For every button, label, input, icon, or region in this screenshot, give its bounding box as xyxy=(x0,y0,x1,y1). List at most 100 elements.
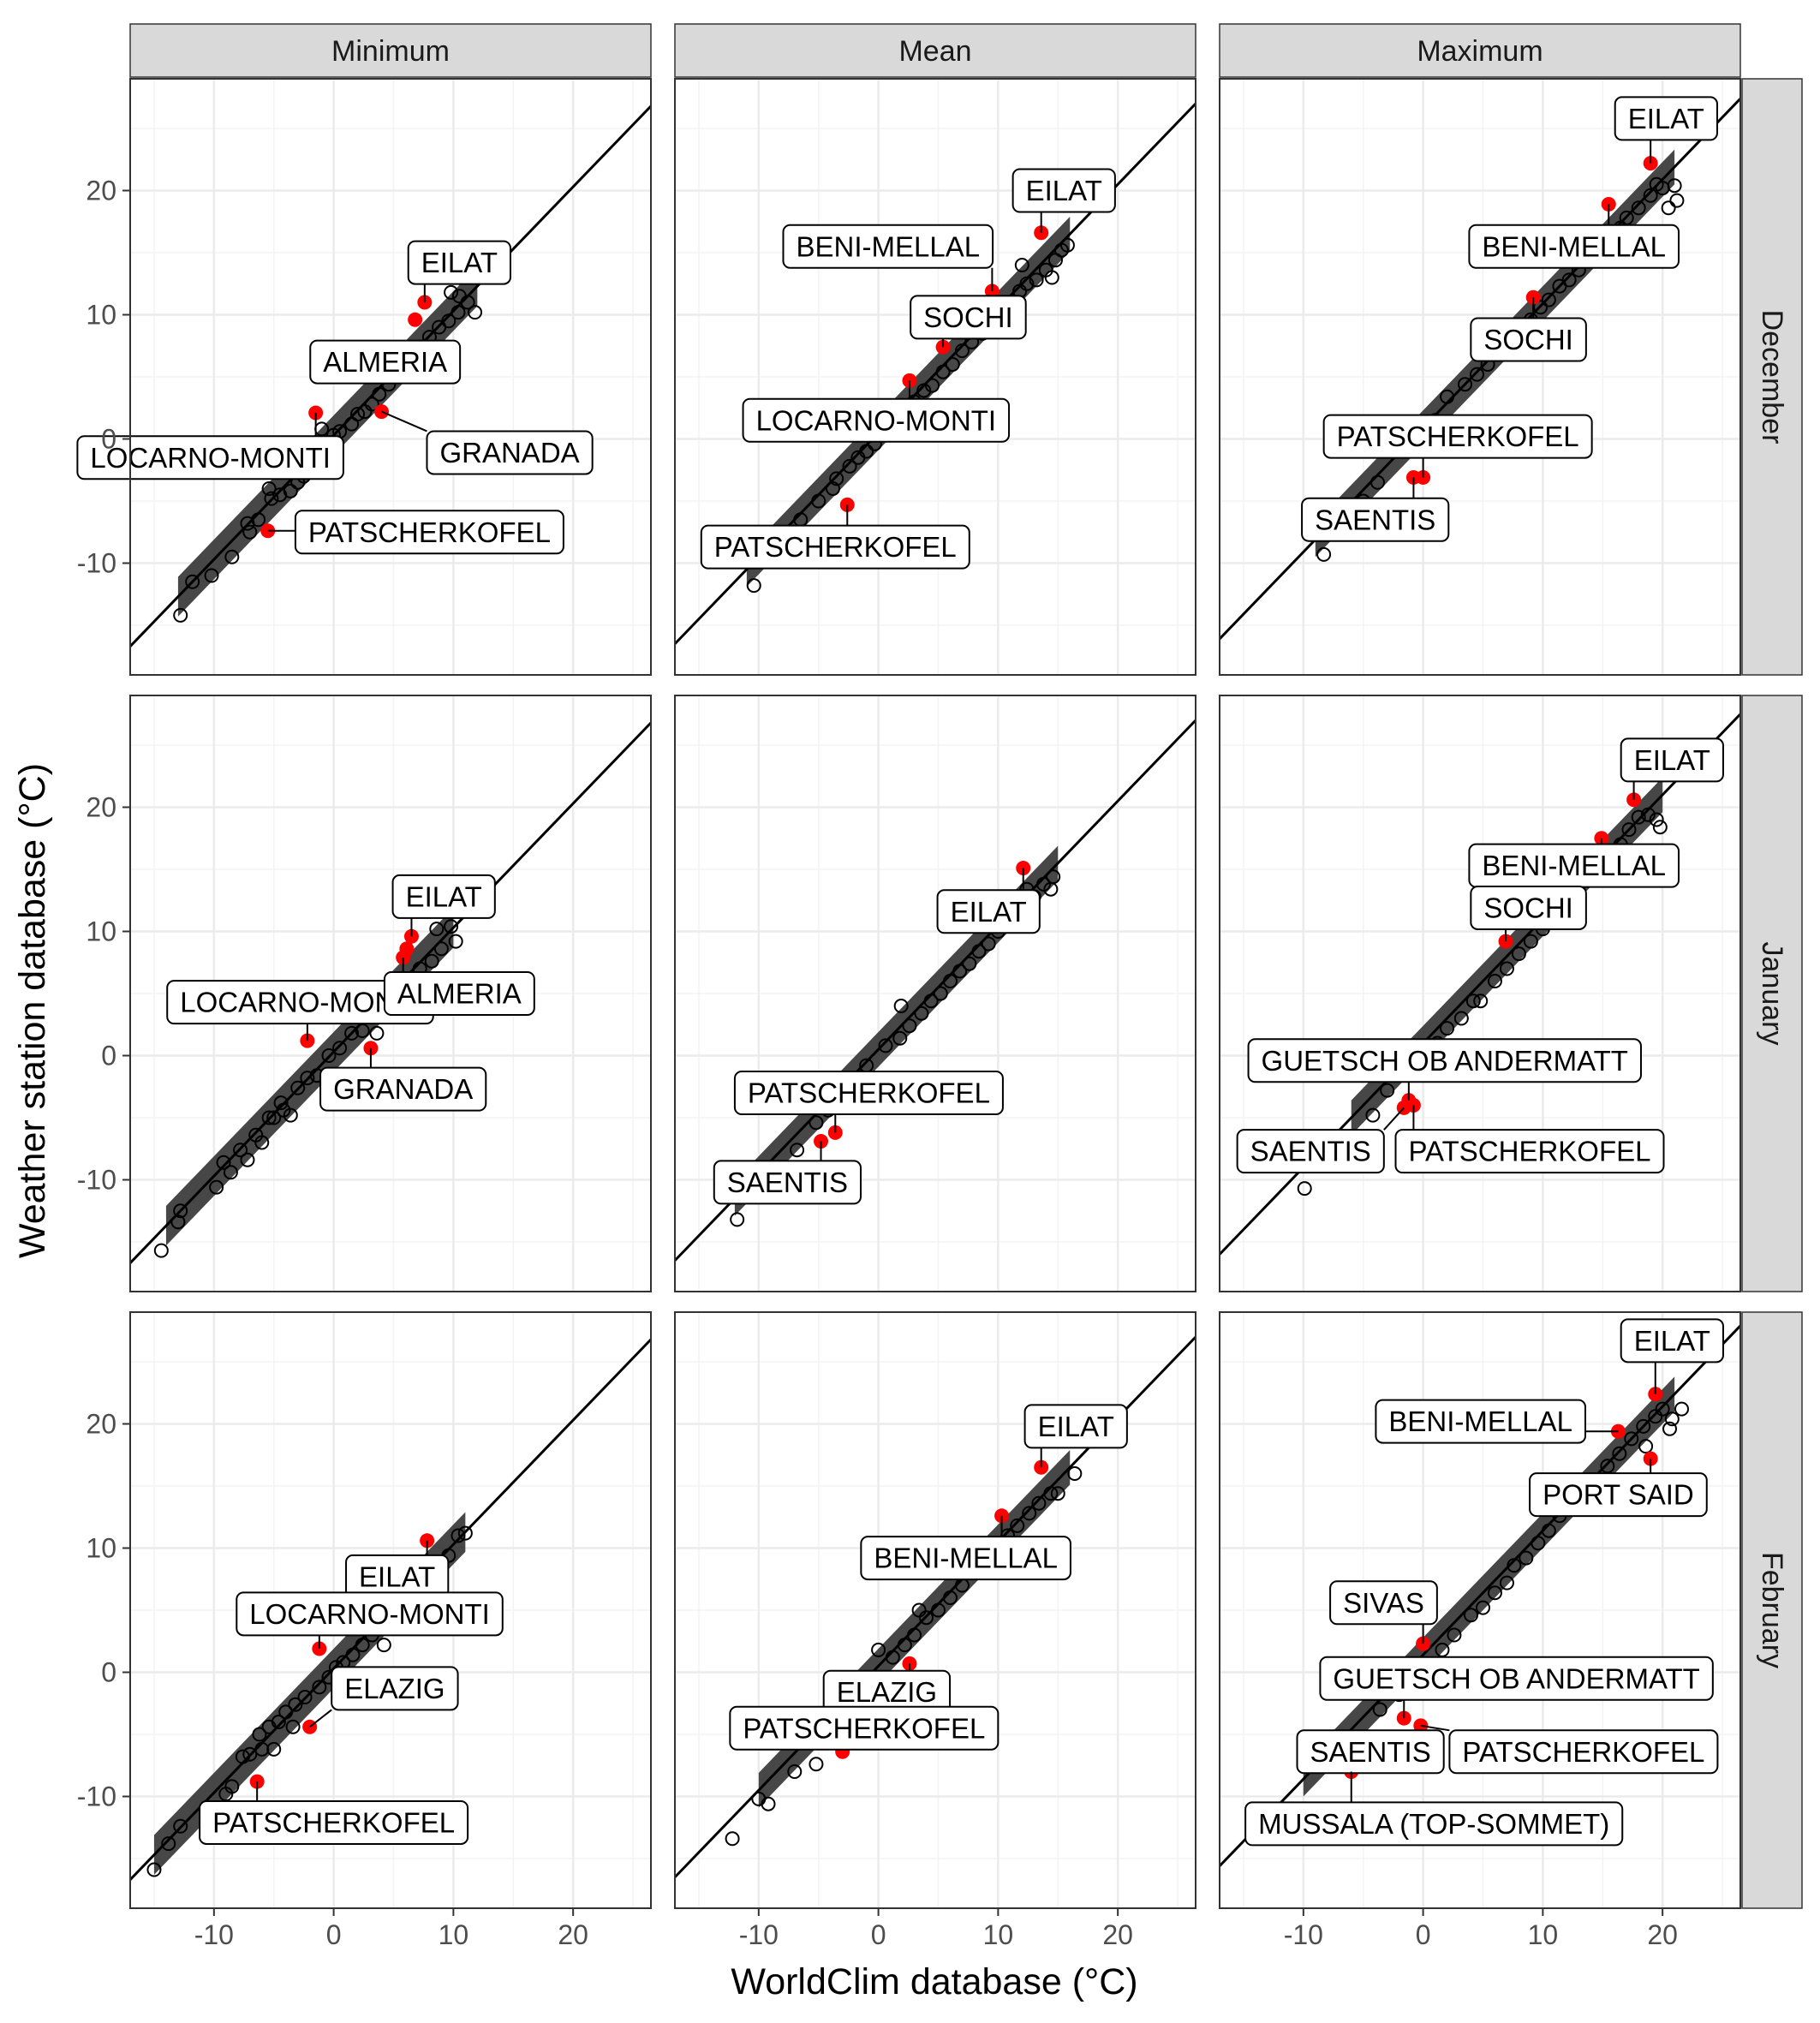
data-point xyxy=(444,284,459,300)
data-point xyxy=(321,1048,337,1063)
station-label-box xyxy=(426,430,594,475)
y-tick-label: 0 xyxy=(101,1657,116,1688)
data-point xyxy=(930,1602,946,1618)
data-point xyxy=(1519,1550,1534,1566)
station-label-patscherkofel: PATSCHERKOFEL xyxy=(729,1705,1000,1751)
data-point xyxy=(1652,820,1668,835)
station-label-box xyxy=(236,1591,504,1637)
facet-strip-december xyxy=(1741,78,1803,676)
data-point xyxy=(266,1110,282,1125)
station-label-box xyxy=(1319,1656,1714,1701)
data-point xyxy=(919,1610,934,1626)
data-point xyxy=(173,607,188,623)
data-point xyxy=(224,549,240,564)
data-point xyxy=(276,1102,291,1118)
data-point xyxy=(1043,881,1059,897)
facet-strip-label: January xyxy=(1756,942,1788,1046)
data-point xyxy=(790,1143,805,1158)
data-point xyxy=(811,493,826,509)
station-label-box xyxy=(76,435,344,480)
data-point xyxy=(233,1143,248,1158)
panel-mean-december: EILAT BENI-MELLAL SOCHI LOCARNO-MONTI PATSCH… xyxy=(674,78,1196,676)
station-label-sochi: SOCHI xyxy=(1470,297,1587,362)
station-label-elazig: ELAZIG xyxy=(309,1666,459,1728)
data-point xyxy=(1369,474,1385,490)
data-point xyxy=(173,1818,188,1834)
data-point xyxy=(372,386,387,402)
x-tick-label: 10 xyxy=(1528,1919,1559,1950)
facet-strip-label: December xyxy=(1756,310,1788,445)
x-tick-label: 10 xyxy=(983,1919,1014,1950)
data-point xyxy=(252,1727,267,1742)
x-tick-label: 20 xyxy=(1102,1919,1133,1950)
data-point xyxy=(1014,258,1029,272)
data-point xyxy=(1380,1083,1395,1098)
station-label-text: BENI-MELLAL xyxy=(796,230,980,262)
data-point xyxy=(224,1779,240,1794)
panel-mean-january: EILAT PATSCHERKOFEL SAENTIS xyxy=(674,695,1196,1292)
label-leader-line xyxy=(1420,1724,1450,1732)
data-point xyxy=(290,1080,306,1095)
x-tick-label: -10 xyxy=(1284,1919,1323,1950)
station-label-box xyxy=(1529,1472,1708,1518)
data-point xyxy=(170,1214,186,1230)
y-tick-label: 10 xyxy=(86,300,116,331)
station-label-beni-mellal: BENI-MELLAL xyxy=(1468,204,1680,269)
outlier-point xyxy=(399,941,415,957)
data-point xyxy=(1029,272,1044,288)
station-label-text: SOCHI xyxy=(1483,324,1573,355)
station-label-text: EILAT xyxy=(359,1561,435,1592)
facet-strip-january xyxy=(1741,695,1803,1292)
panel-border xyxy=(129,1311,652,1909)
data-point xyxy=(923,994,939,1009)
station-label-box xyxy=(1301,497,1450,542)
station-label-sochi: SOCHI xyxy=(910,295,1027,348)
data-point xyxy=(1531,1536,1546,1551)
data-point xyxy=(1662,1421,1678,1436)
data-point xyxy=(878,1038,893,1053)
station-label-text: SAENTIS xyxy=(1250,1136,1371,1167)
data-point xyxy=(1035,876,1051,892)
x-tick-label: -10 xyxy=(194,1919,234,1950)
station-label-text: PATSCHERKOFEL xyxy=(1337,421,1579,452)
data-point xyxy=(933,986,948,1001)
panel-border xyxy=(129,695,652,1292)
station-label-text: EILAT xyxy=(1634,1325,1710,1357)
station-label-text: EILAT xyxy=(1634,744,1710,776)
panel-border xyxy=(674,695,1196,1292)
data-point xyxy=(1475,1600,1490,1615)
station-label-text: MUSSALA (TOP-SOMMET) xyxy=(1258,1808,1609,1840)
data-point xyxy=(954,343,970,359)
data-point xyxy=(369,1025,385,1041)
station-label-box xyxy=(1322,414,1593,459)
station-label-box xyxy=(1236,1129,1385,1174)
station-label-text: ALMERIA xyxy=(323,346,447,378)
station-label-text: BENI-MELLAL xyxy=(1482,850,1666,881)
data-point xyxy=(945,357,960,372)
data-point xyxy=(1561,272,1577,288)
data-point xyxy=(1473,994,1489,1009)
data-point xyxy=(892,1030,908,1046)
data-point xyxy=(1507,1558,1522,1573)
y-tick-label: 20 xyxy=(86,1409,116,1440)
station-label-text: ELAZIG xyxy=(837,1676,937,1708)
station-label-box xyxy=(733,1071,1004,1115)
data-point xyxy=(1667,178,1682,194)
data-point xyxy=(273,1095,289,1111)
station-label-patscherkofel: PATSCHERKOFEL xyxy=(1420,1724,1719,1775)
station-label-eilat: EILAT xyxy=(936,868,1041,934)
station-label-box xyxy=(713,1160,862,1205)
data-point xyxy=(1019,276,1035,291)
station-label-patscherkofel: PATSCHERKOFEL xyxy=(1322,414,1593,478)
station-label-box xyxy=(729,1705,1000,1751)
station-label-text: PORT SAID xyxy=(1543,1479,1694,1511)
station-label-box xyxy=(936,889,1041,934)
station-label-saentis: SAENTIS xyxy=(713,1141,862,1205)
data-point xyxy=(1067,1466,1083,1481)
data-point xyxy=(1465,994,1481,1009)
station-label-eilat: EILAT xyxy=(1614,96,1718,164)
data-point xyxy=(787,1764,803,1779)
data-point xyxy=(1447,1627,1462,1643)
station-label-text: BENI-MELLAL xyxy=(1482,230,1666,262)
station-label-box xyxy=(700,524,970,570)
